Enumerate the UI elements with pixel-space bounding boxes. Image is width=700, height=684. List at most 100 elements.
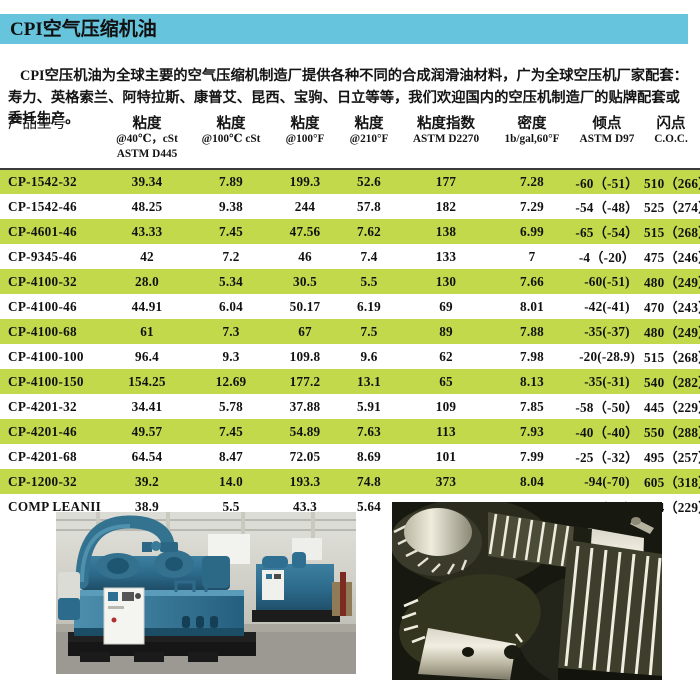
cell-viscosity-100c: 7.45: [219, 223, 243, 239]
cell-viscosity-100f: 37.88: [289, 398, 321, 414]
cell-viscosity-100c: 8.47: [219, 448, 243, 464]
table-row: CP-4100-46 44.91 6.04 50.17 6.19 69 8.01 -42(-4…: [0, 294, 700, 319]
cell-viscosity-index: 62: [439, 348, 453, 364]
cell-pour-point: -94(-70): [584, 473, 630, 489]
column-header-viscosity-40c: 粘度 @40℃，cSt ASTM D445: [116, 116, 178, 160]
cell-viscosity-210f: 7.5: [360, 323, 378, 339]
cell-viscosity-40c: 38.9: [135, 498, 159, 514]
cell-product-model: CP-9345-46: [8, 248, 77, 264]
cell-viscosity-100c: 5.34: [219, 273, 243, 289]
column-header-viscosity-210f: 粘度 @210°F: [349, 116, 389, 145]
cell-pour-point: -4（-20）: [578, 250, 636, 265]
cell-viscosity-index: 69: [439, 298, 453, 314]
cell-viscosity-40c: 44.91: [131, 298, 163, 314]
cell-viscosity-index: 109: [435, 398, 457, 414]
cell-pour-point: -54（-48）: [575, 200, 639, 215]
cell-viscosity-210f: 7.63: [357, 423, 381, 439]
cell-flash-point: 605（318）: [644, 475, 700, 490]
table-row: CP-4100-68 61 7.3 67 7.5 89 7.88 -35(-37) 480（24…: [0, 319, 700, 344]
cell-density: 7.98: [520, 348, 544, 364]
cell-viscosity-210f: 7.62: [357, 223, 381, 239]
cell-flash-point: 470（243）: [644, 300, 700, 315]
cell-viscosity-100f: 47.56: [289, 223, 321, 239]
cell-product-model: CP-1200-32: [8, 473, 77, 489]
cell-density: 8.04: [520, 473, 544, 489]
cell-viscosity-210f: 57.8: [357, 198, 381, 214]
intro-paragraph: CPI空压机油为全球主要的空气压缩机制造厂提供各种不同的合成润滑油材料，广为全球…: [8, 68, 688, 128]
cell-flash-point: 515（268）: [644, 350, 700, 365]
cell-viscosity-100f: 54.89: [289, 423, 321, 439]
table-row: CP-1200-32 39.2 14.0 193.3 74.8 373 8.04 -94(-7…: [0, 469, 700, 494]
cell-viscosity-100f: 244: [294, 198, 316, 214]
photo-row: [0, 500, 700, 684]
gear-assembly-illustration: [392, 502, 662, 680]
cell-viscosity-100f: 50.17: [289, 298, 321, 314]
cell-viscosity-210f: 9.6: [360, 348, 378, 364]
cell-flash-point: 515（268）: [644, 225, 700, 240]
cell-viscosity-100c: 7.89: [219, 174, 243, 189]
cell-density: 7.88: [520, 323, 544, 339]
cell-viscosity-100f: 67: [298, 323, 312, 339]
cell-viscosity-40c: 49.57: [131, 423, 163, 439]
table-row: CP-4100-32 28.0 5.34 30.5 5.5 130 7.66 -60(-51)…: [0, 269, 700, 294]
cell-product-model: CP-1542-46: [8, 198, 77, 214]
cell-viscosity-100c: 7.3: [222, 323, 240, 339]
column-header-viscosity-100f: 粘度 @100°F: [285, 116, 325, 145]
section-title-bar: CPI空气压缩机油: [0, 14, 688, 44]
cell-viscosity-index: 177: [435, 174, 457, 189]
cell-product-model: CP-4100-100: [8, 348, 84, 364]
cell-viscosity-40c: 34.41: [131, 398, 163, 414]
table-row: CP-4201-46 49.57 7.45 54.89 7.63 113 7.93 -40（-…: [0, 419, 700, 444]
table-header: 产品型号 粘度 @40℃，cSt ASTM D445 粘度 @100℃ cSt: [0, 114, 700, 170]
cell-product-model: CP-4100-150: [8, 373, 84, 389]
cell-viscosity-100c: 14.0: [219, 473, 243, 489]
cell-density: 7.99: [520, 448, 544, 464]
cell-viscosity-210f: 7.4: [360, 248, 378, 264]
cell-pour-point: -42(-41): [584, 298, 630, 314]
cell-viscosity-100c: 5.5: [222, 498, 240, 514]
cell-density: 7.29: [520, 198, 544, 214]
cell-pour-point: -25（-32）: [575, 450, 639, 465]
cell-viscosity-index: 130: [435, 273, 457, 289]
page-title: CPI空气压缩机油: [10, 18, 157, 40]
cell-product-model: CP-4201-32: [8, 398, 77, 414]
cell-product-model: CP-4201-46: [8, 423, 77, 439]
cell-density: 7.93: [520, 423, 544, 439]
cell-viscosity-210f: 52.6: [357, 174, 381, 189]
cell-pour-point: -35(-31): [584, 373, 630, 389]
cell-viscosity-40c: 64.54: [131, 448, 163, 464]
column-header-product-model: 产品型号: [8, 116, 66, 132]
cell-viscosity-210f: 5.5: [360, 273, 378, 289]
cell-flash-point: 480（249）: [644, 275, 700, 290]
table-row: CP-1542-32 39.34 7.89 199.3 52.6 177 7.28 -60（-…: [0, 169, 700, 194]
cell-viscosity-index: 182: [435, 198, 457, 214]
cell-density: 8.01: [520, 298, 544, 314]
cell-viscosity-index: 133: [435, 248, 457, 264]
cell-viscosity-40c: 43.33: [131, 223, 163, 239]
cell-pour-point: -65（-54）: [575, 225, 639, 240]
cell-density: 7.28: [520, 174, 544, 189]
cell-pour-point: -40（-40）: [575, 425, 639, 440]
cell-viscosity-210f: 13.1: [357, 373, 381, 389]
cell-viscosity-40c: 61: [140, 323, 154, 339]
table-row: CP-4201-68 64.54 8.47 72.05 8.69 101 7.99 -25（-…: [0, 444, 700, 469]
cell-viscosity-100f: 109.8: [289, 348, 321, 364]
column-header-viscosity-index: 粘度指数 ASTM D2270: [412, 116, 480, 145]
gear-assembly-photo: [392, 502, 662, 680]
cell-viscosity-index: 373: [435, 473, 457, 489]
table-row: CP-4601-46 43.33 7.45 47.56 7.62 138 6.99 -65（-…: [0, 219, 700, 244]
cell-density: 7.85: [520, 398, 544, 414]
air-compressor-illustration: [56, 512, 356, 674]
cell-viscosity-210f: 5.91: [357, 398, 381, 414]
cell-product-model: CP-4601-46: [8, 223, 77, 239]
cell-density: 6.99: [520, 223, 544, 239]
column-header-flash-point: 闪点 C.O.C.: [654, 116, 688, 145]
table-header-rule: [0, 166, 700, 170]
cell-density: 8.13: [520, 373, 544, 389]
column-header-density: 密度 1b/gal,60°F: [504, 116, 560, 145]
cell-viscosity-40c: 39.2: [135, 473, 159, 489]
column-header-viscosity-100c: 粘度 @100℃ cSt: [201, 116, 261, 145]
cell-viscosity-40c: 28.0: [135, 273, 159, 289]
cell-pour-point: -58（-50）: [575, 400, 639, 415]
specification-table: 产品型号 粘度 @40℃，cSt ASTM D445 粘度 @100℃ cSt: [0, 114, 700, 519]
